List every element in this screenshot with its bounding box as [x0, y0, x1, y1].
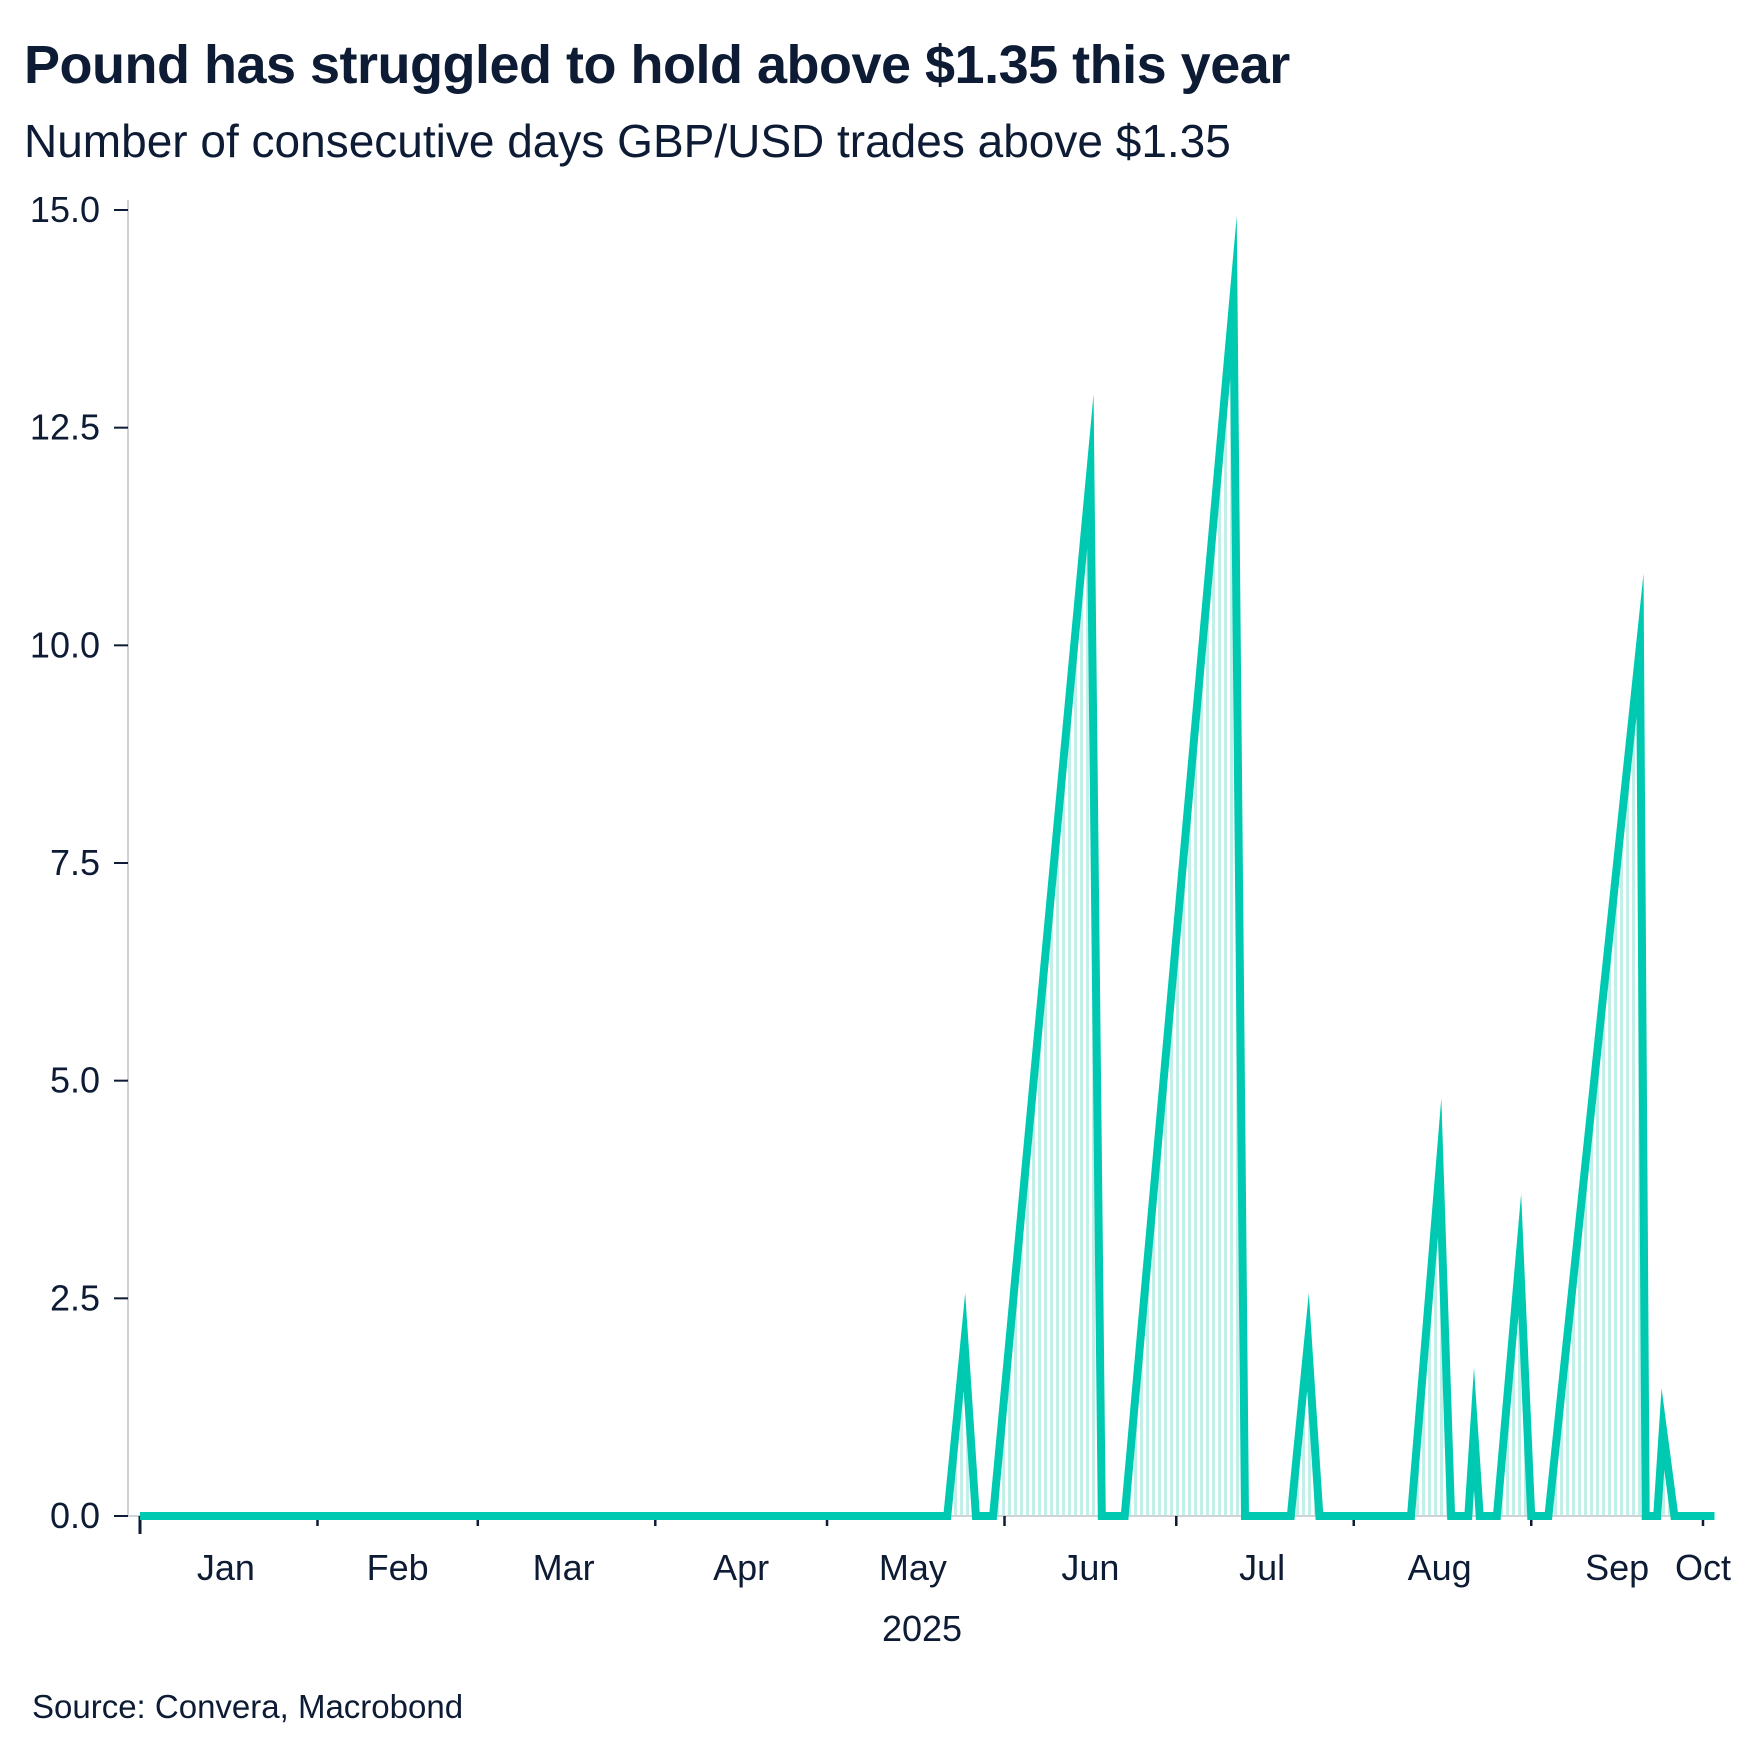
x-tick-label: Jun [1061, 1547, 1119, 1588]
chart-title: Pound has struggled to hold above $1.35 … [24, 35, 1290, 95]
y-tick-label: 7.5 [50, 842, 100, 883]
axes [114, 200, 1708, 1534]
y-tick-label: 15.0 [30, 189, 100, 230]
x-axis-title: 2025 [882, 1608, 962, 1649]
y-tick-label: 2.5 [50, 1277, 100, 1318]
series-line [140, 215, 1715, 1520]
series-line-layer [139, 215, 1715, 1520]
x-tick-label: Feb [367, 1547, 429, 1588]
x-tick-label: Jul [1239, 1547, 1285, 1588]
y-tick-label: 12.5 [30, 407, 100, 448]
y-tick-label: 5.0 [50, 1060, 100, 1101]
x-tick-label: Mar [533, 1547, 595, 1588]
chart-subtitle: Number of consecutive days GBP/USD trade… [24, 115, 1231, 167]
x-tick-label: Sep [1585, 1547, 1649, 1588]
tick-labels: 0.0 2.5 5.0 7.5 10.0 12.5 15.0 Jan Feb Mar Apr May J… [30, 189, 1731, 1649]
y-tick-label: 0.0 [50, 1495, 100, 1536]
x-tick-label: May [879, 1547, 947, 1588]
area-fill-layer [140, 297, 1715, 1517]
source-note: Source: Convera, Macrobond [32, 1688, 464, 1725]
x-tick-label: Jan [197, 1547, 255, 1588]
x-tick-label: Oct [1675, 1547, 1731, 1588]
x-tick-label: Aug [1408, 1547, 1472, 1588]
series-area-fill [140, 297, 1715, 1517]
x-tick-label: Apr [713, 1547, 769, 1588]
y-tick-label: 10.0 [30, 624, 100, 665]
